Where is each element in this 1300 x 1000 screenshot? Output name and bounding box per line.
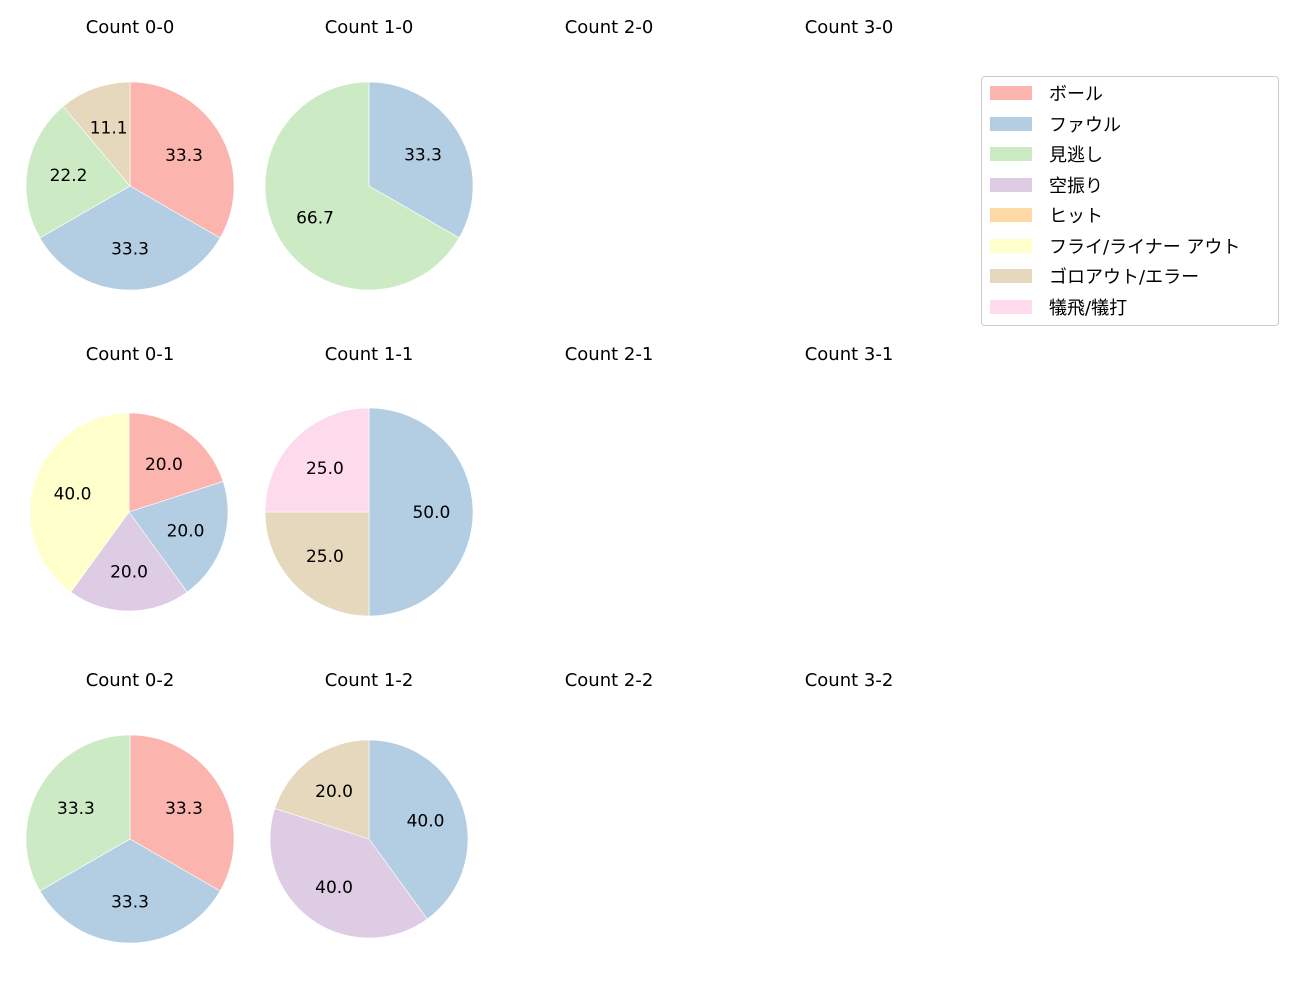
legend-swatch	[990, 269, 1032, 283]
pie-count-1-1: 50.0 25.0 25.0	[264, 407, 474, 617]
pie-count-1-0: 33.3 66.7	[264, 81, 474, 291]
title-3-0: Count 3-0	[804, 17, 894, 38]
pie-slice-label: 22.2	[50, 166, 88, 186]
pie-slice	[129, 734, 235, 892]
title-3-2: Count 3-2	[804, 670, 894, 691]
pie-slice	[128, 412, 224, 513]
pie-slice	[368, 81, 474, 239]
pie-slice-label: 20.0	[167, 521, 205, 541]
pie-slice-label: 20.0	[145, 455, 183, 475]
pie-slice-label: 40.0	[407, 812, 445, 832]
pie-slice	[274, 739, 370, 840]
pie-slice	[264, 407, 370, 513]
legend-swatch	[990, 147, 1032, 161]
title-2-2: Count 2-2	[564, 670, 654, 691]
pie-slice-label: 33.3	[57, 799, 95, 819]
title-1-1: Count 1-1	[324, 344, 414, 365]
pie-slice-label: 11.1	[90, 118, 128, 138]
pie-slice-label: 50.0	[412, 503, 450, 523]
pie-count-0-1: 20.0 20.0 20.0 40.0	[29, 412, 229, 612]
legend-swatch	[990, 86, 1032, 100]
pie-slice-label: 33.3	[165, 146, 203, 166]
title-1-2: Count 1-2	[324, 670, 414, 691]
legend-item: ファウル	[990, 114, 1121, 136]
legend-label: ヒット	[1049, 206, 1103, 227]
legend-swatch	[990, 208, 1032, 222]
legend: ボールファウル見逃し空振りヒットフライ/ライナー アウト ゴロアウト/エラー 犠飛/…	[981, 76, 1279, 326]
legend-item: ゴロアウト/エラー	[990, 266, 1200, 288]
pie-slice-label: 33.3	[111, 239, 149, 259]
legend-item: 犠飛/犠打	[990, 297, 1128, 319]
legend-label: 見逃し	[1049, 145, 1103, 166]
pie-slice-label: 40.0	[315, 878, 353, 898]
legend-item: ボール	[990, 83, 1103, 105]
title-0-0: Count 0-0	[85, 17, 175, 38]
legend-label: ファウル	[1049, 114, 1121, 136]
legend-item: フライ/ライナー アウト	[990, 236, 1241, 258]
pie-slice	[29, 412, 130, 593]
pie-count-0-2: 33.3 33.3 33.3	[25, 734, 235, 944]
title-3-1: Count 3-1	[804, 344, 894, 365]
pie-slice-label: 25.0	[306, 459, 344, 479]
pie-slice	[70, 511, 188, 612]
legend-swatch	[990, 116, 1032, 131]
legend-swatch	[990, 299, 1032, 314]
pie-slice-label: 33.3	[111, 892, 149, 912]
pie-slice	[129, 81, 235, 239]
pie-slice	[128, 481, 229, 593]
title-0-2: Count 0-2	[85, 670, 175, 691]
legend-label: フライ/ライナー アウト	[1049, 236, 1241, 258]
pie-slice	[25, 105, 131, 239]
pie-slice	[368, 407, 474, 617]
legend-label: ボール	[1049, 84, 1103, 105]
pie-slice-label: 40.0	[54, 485, 92, 505]
legend-label: 犠飛/犠打	[1049, 297, 1128, 319]
pie-slice	[25, 734, 131, 892]
title-1-0: Count 1-0	[324, 17, 414, 38]
legend-label: 空振り	[1049, 175, 1103, 197]
pie-slice	[269, 808, 428, 939]
pie-slice-label: 33.3	[165, 799, 203, 819]
legend-item: 空振り	[990, 175, 1103, 197]
title-2-1: Count 2-1	[564, 344, 654, 365]
pie-slice-label: 20.0	[315, 782, 353, 802]
legend-swatch	[990, 238, 1032, 253]
pie-slice	[62, 81, 131, 187]
pie-slice	[264, 81, 460, 291]
pie-slice-label: 20.0	[110, 562, 148, 582]
pie-slice-label: 66.7	[296, 208, 334, 228]
pie-slice	[368, 739, 469, 920]
title-2-0: Count 2-0	[564, 17, 654, 38]
title-0-1: Count 0-1	[85, 344, 175, 365]
legend-label: ゴロアウト/エラー	[1049, 267, 1200, 288]
pie-slice-label: 33.3	[404, 146, 442, 166]
pie-count-0-0: 33.3 33.3 22.2 11.1	[25, 81, 235, 291]
pie-slice	[264, 511, 370, 617]
legend-item: 見逃し	[990, 144, 1103, 166]
legend-swatch	[990, 177, 1032, 192]
pie-slice-label: 25.0	[306, 547, 344, 567]
legend-item: ヒット	[990, 205, 1103, 227]
pie-count-1-2: 40.0 40.0 20.0	[269, 739, 469, 939]
